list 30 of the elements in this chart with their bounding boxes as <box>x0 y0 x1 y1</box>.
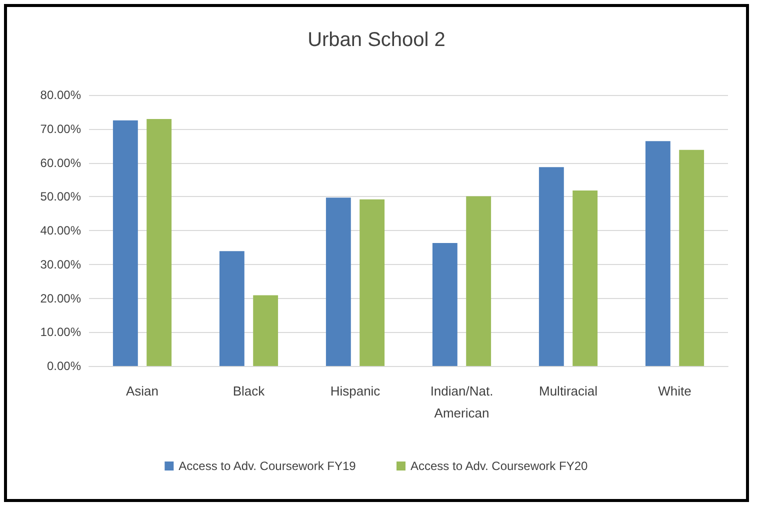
bar <box>645 141 670 366</box>
y-tick-label: 30.00% <box>40 257 82 272</box>
x-tick-label: Indian/Nat. American <box>430 384 494 420</box>
x-tick-label: Black <box>232 384 266 398</box>
y-tick-label: 20.00% <box>40 291 82 306</box>
bar <box>253 295 278 366</box>
x-tick-label: Hispanic <box>330 384 381 398</box>
legend-label: Access to Adv. Coursework FY19 <box>178 459 356 473</box>
x-tick-label: White <box>658 384 692 398</box>
bar <box>112 120 138 366</box>
y-tick-label: 80.00% <box>40 88 82 102</box>
chart-title: Urban School 2 <box>308 29 446 51</box>
y-tick-label: 50.00% <box>40 190 82 204</box>
bar <box>146 119 172 366</box>
x-tick-label: Asian <box>126 384 159 398</box>
bar <box>466 196 492 366</box>
y-tick-label: 0.00% <box>46 359 82 373</box>
bar <box>572 190 598 366</box>
bar <box>432 243 458 366</box>
bar <box>219 251 244 366</box>
y-tick-label: 10.00% <box>40 325 82 340</box>
bar <box>679 150 704 366</box>
bar <box>326 198 351 366</box>
legend-label: Access to Adv. Coursework FY20 <box>410 459 588 473</box>
y-tick-label: 60.00% <box>40 156 82 170</box>
bar <box>360 199 385 366</box>
bar <box>538 167 564 366</box>
y-tick-label: 40.00% <box>40 224 82 238</box>
x-tick-label: Multiracial <box>538 384 598 398</box>
y-tick-label: 70.00% <box>40 122 82 136</box>
